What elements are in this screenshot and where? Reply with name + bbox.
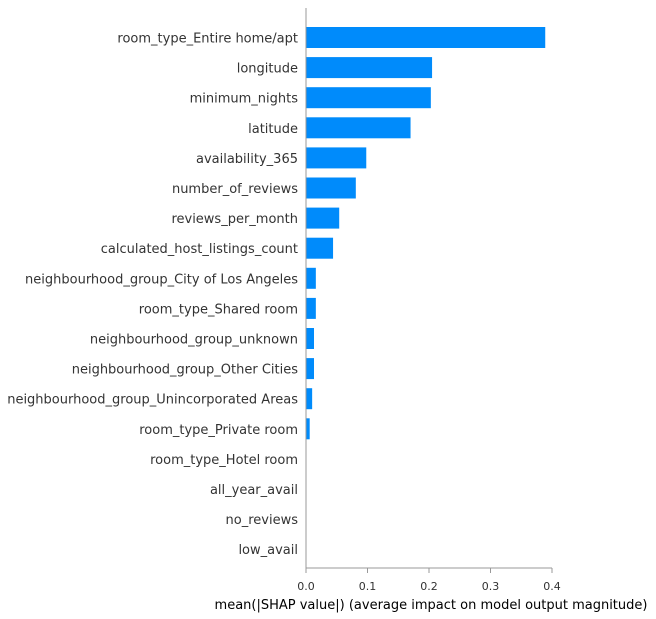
category-label: number_of_reviews [172, 182, 298, 197]
x-axis-ticks: 0.0 0.1 0.2 0.3 0.4 [297, 568, 561, 593]
bar [306, 177, 356, 199]
category-label: no_reviews [226, 513, 299, 528]
bar [306, 267, 316, 289]
category-label: room_type_Entire home/apt [117, 32, 298, 47]
category-label: availability_365 [196, 152, 298, 167]
bar [306, 328, 314, 349]
bar [306, 297, 316, 319]
x-axis-title: mean(|SHAP value|) (average impact on mo… [215, 598, 648, 613]
category-label: calculated_host_listings_count [101, 242, 298, 257]
bar [306, 57, 433, 79]
bar [306, 388, 313, 410]
bar [306, 237, 334, 259]
category-labels: room_type_Entire home/apt longitude minimu… [7, 32, 298, 559]
x-tick-label: 0.0 [297, 580, 315, 593]
x-tick-label: 0.3 [482, 580, 500, 593]
x-tick-label: 0.4 [543, 580, 561, 593]
category-label: minimum_nights [190, 92, 299, 107]
category-label: room_type_Shared room [139, 302, 298, 317]
category-label: low_avail [238, 543, 298, 558]
category-label: longitude [237, 62, 298, 77]
category-label: all_year_avail [210, 483, 298, 498]
x-tick-label: 0.1 [359, 580, 377, 593]
category-label: neighbourhood_group_City of Los Angeles [25, 272, 298, 287]
bar [306, 207, 340, 229]
category-label: neighbourhood_group_unknown [90, 333, 298, 348]
bars-group [306, 27, 546, 440]
bar [306, 87, 431, 109]
bar [306, 147, 367, 169]
bar [306, 358, 314, 380]
category-label: latitude [248, 122, 298, 137]
category-label: room_type_Hotel room [150, 453, 298, 468]
category-label: room_type_Private room [139, 423, 298, 438]
category-label: neighbourhood_group_Unincorporated Areas [7, 393, 298, 408]
bar [306, 27, 546, 48]
bar [306, 418, 310, 440]
category-label: neighbourhood_group_Other Cities [72, 363, 298, 378]
category-label: reviews_per_month [171, 212, 298, 227]
bar [306, 117, 411, 139]
x-tick-label: 0.2 [420, 580, 438, 593]
